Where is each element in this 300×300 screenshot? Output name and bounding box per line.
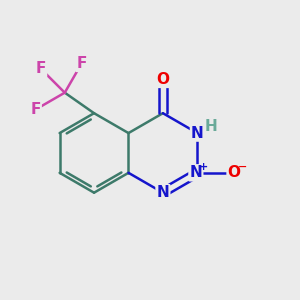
Text: +: + <box>199 162 208 172</box>
Text: N: N <box>157 185 169 200</box>
Text: −: − <box>238 162 247 172</box>
Text: F: F <box>30 102 41 117</box>
Text: O: O <box>156 72 170 87</box>
Text: N: N <box>190 165 202 180</box>
Text: F: F <box>76 56 87 71</box>
Text: N: N <box>191 126 204 141</box>
Text: O: O <box>228 165 241 180</box>
Text: H: H <box>204 119 217 134</box>
Text: F: F <box>36 61 46 76</box>
